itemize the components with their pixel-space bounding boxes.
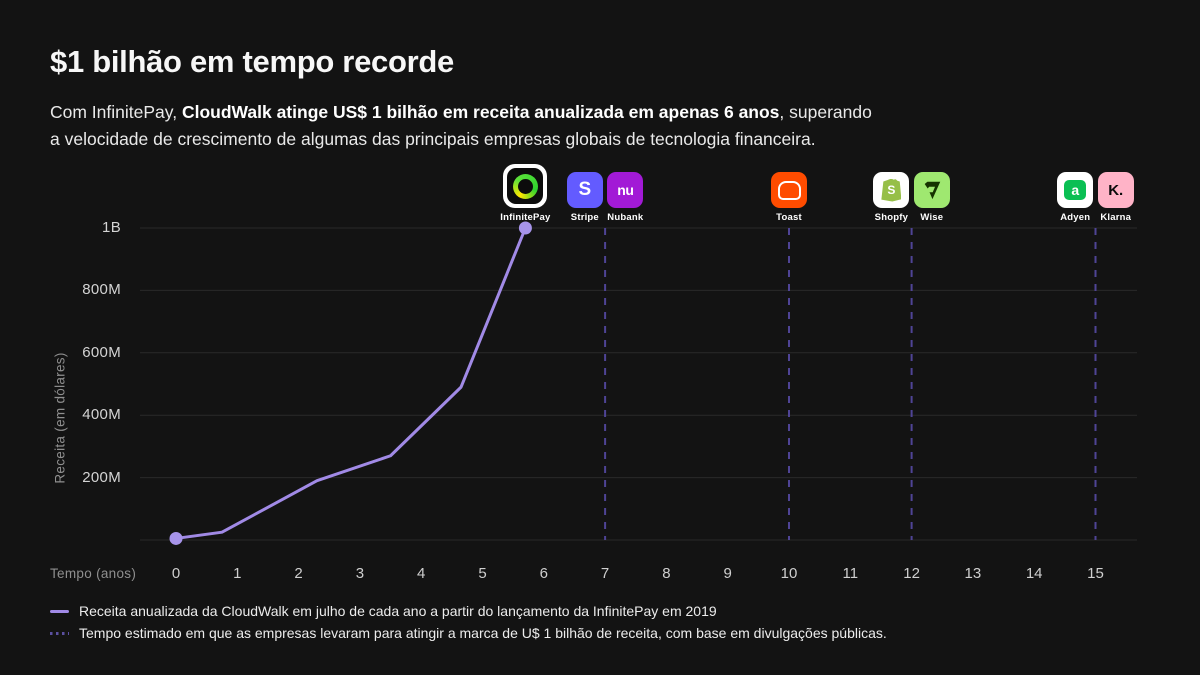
subtitle-suffix: , superando: [779, 102, 872, 122]
revenue-line: [174, 226, 527, 540]
logo-stripe: S Stripe: [543, 164, 627, 223]
logo-infinitepay: InfinitePay: [483, 164, 567, 223]
wise-icon: [913, 172, 950, 208]
logo-label: Nubank: [607, 212, 644, 223]
x-tick-label: 11: [842, 565, 859, 582]
subtitle-bold: CloudWalk atinge US$ 1 bilhão em receita…: [181, 102, 780, 122]
x-tick-label: 6: [539, 565, 548, 582]
logo-label: Wise: [920, 212, 944, 223]
y-tick-label: 200M: [82, 468, 121, 486]
y-tick-label: 1B: [102, 219, 121, 236]
logo-label: InfinitePay: [500, 212, 551, 223]
x-tick-label: 8: [662, 565, 671, 582]
klarna-icon: K.: [1097, 172, 1134, 208]
toast-icon: [771, 172, 807, 208]
x-tick-label: 12: [903, 565, 920, 582]
logo-label: Stripe: [570, 212, 599, 223]
x-tick-label: 5: [478, 565, 487, 582]
subtitle-prefix: Com InfinitePay,: [50, 102, 182, 122]
legend-row-revenue: Receita anualizada da CloudWalk em julho…: [50, 603, 717, 619]
data-point-dot: [518, 221, 532, 235]
infinitepay-icon: [503, 164, 548, 208]
x-tick-label: 15: [1087, 565, 1104, 582]
x-tick-label: 10: [780, 565, 798, 582]
logo-label: Adyen: [1060, 212, 1091, 223]
logo-label: Shopfy: [874, 212, 909, 223]
x-tick-label: 7: [600, 565, 610, 582]
x-tick-label: 4: [417, 565, 426, 582]
solid-line-swatch: [50, 609, 69, 613]
logo-nubank: nu Nubank: [583, 164, 667, 223]
logo-label: Klarna: [1100, 212, 1132, 223]
y-tick-label: 800M: [82, 281, 121, 299]
x-tick-label: 2: [294, 565, 303, 582]
x-tick-label: 3: [355, 565, 365, 582]
y-axis-title: Receita (em dólares): [52, 352, 68, 484]
subtitle: Com InfinitePay, CloudWalk atinge US$ 1 …: [50, 99, 950, 153]
wise-flag-glyph: [924, 181, 941, 200]
nubank-icon: nu: [607, 172, 644, 208]
x-axis-title: Tempo (anos): [50, 566, 137, 581]
stripe-icon: S: [566, 172, 603, 208]
x-tick-label: 13: [964, 565, 982, 582]
shopfy-icon: S: [873, 172, 910, 208]
y-tick-label: 600M: [82, 343, 121, 361]
y-tick-label: 400M: [82, 406, 121, 424]
x-tick-label: 1: [233, 565, 242, 582]
logo-wise: Wise: [890, 164, 974, 223]
logo-klarna: K. Klarna: [1074, 164, 1158, 223]
data-point-dot: [169, 531, 183, 545]
legend-row-milestones: Tempo estimado em que as empresas levara…: [50, 625, 887, 641]
adyen-icon: a: [1057, 172, 1094, 208]
x-tick-label: 0: [171, 565, 181, 582]
logo-label: Toast: [776, 212, 802, 223]
x-tick-label: 14: [1025, 565, 1043, 582]
legend-label: Receita anualizada da CloudWalk em julho…: [79, 603, 717, 619]
x-tick-label: 9: [723, 565, 732, 582]
logo-shopfy: S Shopfy: [849, 164, 933, 223]
subtitle-line2: a velocidade de crescimento de algumas d…: [50, 129, 816, 149]
dotted-line-swatch: [50, 631, 69, 635]
legend-label: Tempo estimado em que as empresas levara…: [79, 625, 887, 641]
logo-toast: Toast: [747, 164, 831, 223]
page-title: $1 bilhão em tempo recorde: [50, 44, 454, 79]
logo-adyen: a Adyen: [1033, 164, 1117, 223]
